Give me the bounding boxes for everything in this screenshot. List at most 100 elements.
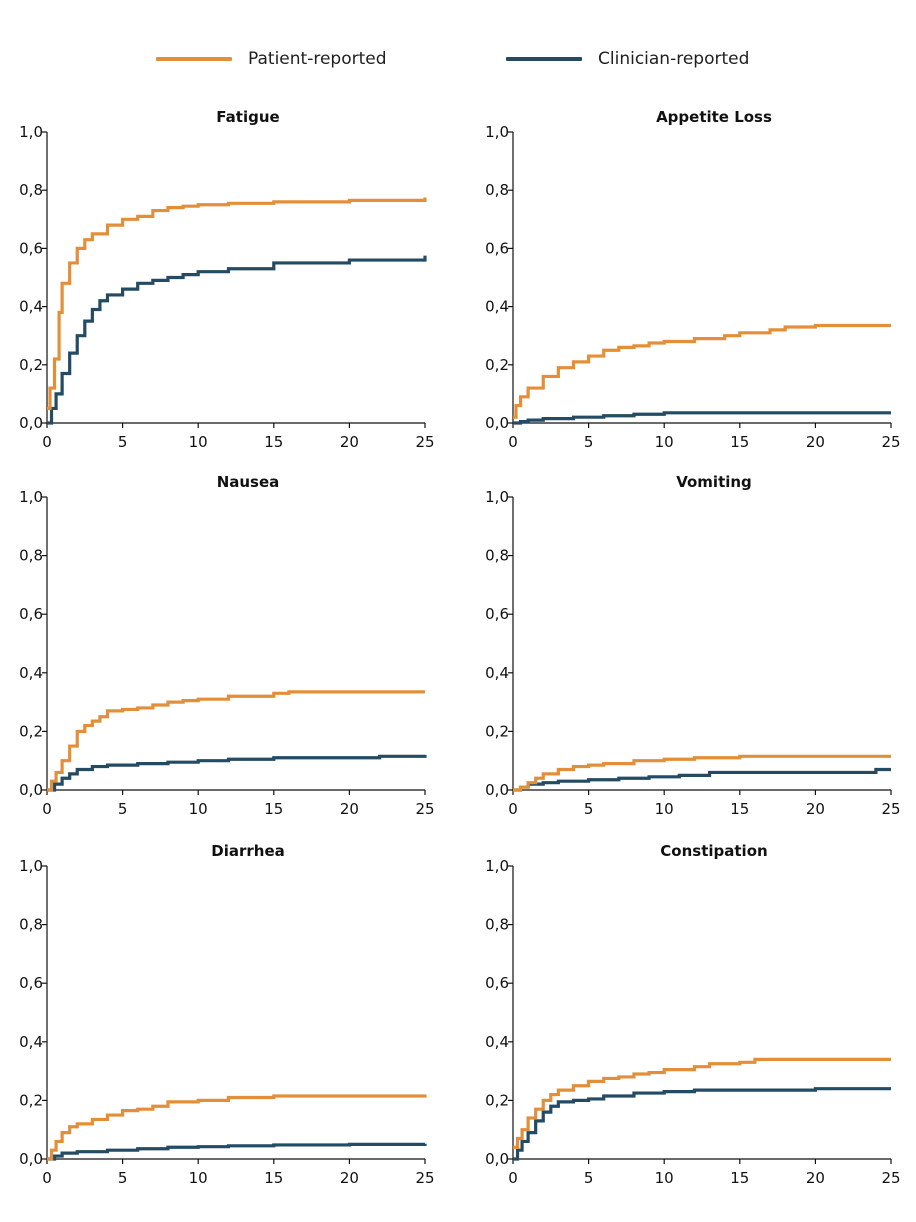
legend-swatch-patient	[156, 57, 232, 61]
y-tick-label-nausea-1: 0,2	[19, 722, 43, 740]
y-tick-label-fatigue-3: 0,6	[19, 239, 43, 257]
x-tick-label-constipation-3: 15	[730, 1169, 749, 1187]
y-tick-label-vomiting-4: 0,8	[485, 547, 509, 565]
y-tick-label-nausea-4: 0,8	[19, 547, 43, 565]
x-tick-label-diarrhea-0: 0	[42, 1169, 52, 1187]
y-tick-label-diarrhea-0: 0,0	[19, 1150, 43, 1168]
y-tick-label-appetite-loss-0: 0,0	[485, 414, 509, 432]
x-tick-label-appetite-loss-0: 0	[508, 433, 518, 451]
x-tick-label-nausea-0: 0	[42, 800, 52, 818]
y-tick-label-appetite-loss-3: 0,6	[485, 239, 509, 257]
y-tick-label-constipation-0: 0,0	[485, 1150, 509, 1168]
y-tick-label-nausea-3: 0,6	[19, 605, 43, 623]
legend-item-clinician: Clinician-reported	[506, 44, 749, 74]
legend-label-patient: Patient-reported	[248, 49, 387, 69]
y-tick-label-diarrhea-5: 1,0	[19, 857, 43, 875]
series-line-diarrhea-clinician-reported	[47, 1142, 427, 1161]
y-tick-label-constipation-3: 0,6	[485, 974, 509, 992]
x-tick-label-vomiting-2: 10	[655, 800, 674, 818]
x-tick-label-vomiting-0: 0	[508, 800, 518, 818]
y-tick-label-appetite-loss-4: 0,8	[485, 181, 509, 199]
y-tick-label-vomiting-3: 0,6	[485, 605, 509, 623]
y-tick-label-fatigue-2: 0,4	[19, 298, 43, 316]
y-tick-label-constipation-5: 1,0	[485, 857, 509, 875]
series-line-constipation-patient-reported	[513, 1057, 891, 1149]
x-tick-label-nausea-5: 25	[415, 800, 434, 818]
series-line-appetite-loss-clinician-reported	[513, 411, 891, 425]
series-line-fatigue-patient-reported	[47, 197, 427, 411]
y-tick-label-appetite-loss-1: 0,2	[485, 356, 509, 374]
x-tick-label-diarrhea-3: 15	[264, 1169, 283, 1187]
x-tick-label-appetite-loss-3: 15	[730, 433, 749, 451]
y-tick-label-nausea-5: 1,0	[19, 488, 43, 506]
x-tick-label-appetite-loss-4: 20	[806, 433, 825, 451]
y-tick-label-vomiting-0: 0,0	[485, 781, 509, 799]
y-tick-label-vomiting-5: 1,0	[485, 488, 509, 506]
x-tick-label-vomiting-5: 25	[881, 800, 900, 818]
x-tick-label-fatigue-2: 10	[189, 433, 208, 451]
x-tick-label-vomiting-3: 15	[730, 800, 749, 818]
chart-nausea: Nausea 0,0 0,2 0,4 0,6 0,8 1,0 0 5 10 15 20 25	[19, 473, 434, 818]
series-line-constipation-clinician-reported	[513, 1087, 891, 1161]
chart-title-constipation: Constipation	[660, 842, 767, 860]
series-line-vomiting-patient-reported	[513, 754, 891, 792]
y-tick-label-diarrhea-2: 0,4	[19, 1033, 43, 1051]
x-tick-label-appetite-loss-1: 5	[584, 433, 594, 451]
x-tick-label-appetite-loss-2: 10	[655, 433, 674, 451]
x-tick-label-diarrhea-4: 20	[340, 1169, 359, 1187]
y-tick-label-constipation-1: 0,2	[485, 1091, 509, 1109]
chart-title-appetite-loss: Appetite Loss	[656, 108, 772, 126]
x-tick-label-constipation-4: 20	[806, 1169, 825, 1187]
x-tick-label-nausea-2: 10	[189, 800, 208, 818]
x-tick-label-constipation-1: 5	[584, 1169, 594, 1187]
y-tick-label-constipation-2: 0,4	[485, 1033, 509, 1051]
x-tick-label-diarrhea-2: 10	[189, 1169, 208, 1187]
x-tick-label-nausea-3: 15	[264, 800, 283, 818]
chart-title-fatigue: Fatigue	[216, 108, 279, 126]
y-tick-label-constipation-4: 0,8	[485, 916, 509, 934]
x-tick-label-fatigue-5: 25	[415, 433, 434, 451]
series-line-diarrhea-patient-reported	[47, 1094, 427, 1161]
x-tick-label-nausea-1: 5	[118, 800, 128, 818]
chart-diarrhea: Diarrhea 0,0 0,2 0,4 0,6 0,8 1,0 0 5 10 15 20 25	[19, 842, 434, 1187]
x-tick-label-appetite-loss-5: 25	[881, 433, 900, 451]
legend-label-clinician: Clinician-reported	[598, 49, 750, 69]
x-tick-label-fatigue-1: 5	[118, 433, 128, 451]
y-tick-label-fatigue-0: 0,0	[19, 414, 43, 432]
y-tick-label-vomiting-2: 0,4	[485, 664, 509, 682]
chart-title-vomiting: Vomiting	[676, 473, 752, 491]
legend: Patient-reported Clinician-reported	[0, 44, 916, 74]
chart-fatigue: Fatigue 0,0 0,2 0,4 0,6 0,8 1,0 0 5 10 15 20 25	[19, 108, 434, 451]
y-tick-label-fatigue-5: 1,0	[19, 123, 43, 141]
x-tick-label-constipation-0: 0	[508, 1169, 518, 1187]
y-tick-label-fatigue-1: 0,2	[19, 356, 43, 374]
chart-constipation: Constipation 0,0 0,2 0,4 0,6 0,8 1,0 0 5 10 15 20 25	[485, 842, 900, 1187]
series-line-nausea-clinician-reported	[47, 754, 427, 792]
series-line-vomiting-clinician-reported	[513, 767, 891, 792]
x-tick-label-fatigue-4: 20	[340, 433, 359, 451]
x-tick-label-constipation-5: 25	[881, 1169, 900, 1187]
series-line-fatigue-clinician-reported	[47, 255, 427, 425]
y-tick-label-vomiting-1: 0,2	[485, 722, 509, 740]
y-tick-label-appetite-loss-2: 0,4	[485, 298, 509, 316]
series-line-appetite-loss-patient-reported	[513, 323, 891, 419]
legend-item-patient: Patient-reported	[156, 44, 387, 74]
y-tick-label-fatigue-4: 0,8	[19, 181, 43, 199]
series-line-nausea-patient-reported	[47, 690, 425, 792]
x-tick-label-fatigue-0: 0	[42, 433, 52, 451]
chart-vomiting: Vomiting 0,0 0,2 0,4 0,6 0,8 1,0 0 5 10 15 20 25	[485, 473, 900, 818]
y-tick-label-nausea-0: 0,0	[19, 781, 43, 799]
x-tick-label-constipation-2: 10	[655, 1169, 674, 1187]
x-tick-label-diarrhea-1: 5	[118, 1169, 128, 1187]
x-tick-label-vomiting-4: 20	[806, 800, 825, 818]
y-tick-label-appetite-loss-5: 1,0	[485, 123, 509, 141]
chart-title-diarrhea: Diarrhea	[211, 842, 284, 860]
y-tick-label-diarrhea-1: 0,2	[19, 1091, 43, 1109]
y-tick-label-diarrhea-4: 0,8	[19, 916, 43, 934]
y-tick-label-nausea-2: 0,4	[19, 664, 43, 682]
legend-swatch-clinician	[506, 57, 582, 61]
x-tick-label-fatigue-3: 15	[264, 433, 283, 451]
chart-appetite-loss: Appetite Loss 0,0 0,2 0,4 0,6 0,8 1,0 0 5 10 15 20 2…	[485, 108, 900, 451]
x-tick-label-diarrhea-5: 25	[415, 1169, 434, 1187]
